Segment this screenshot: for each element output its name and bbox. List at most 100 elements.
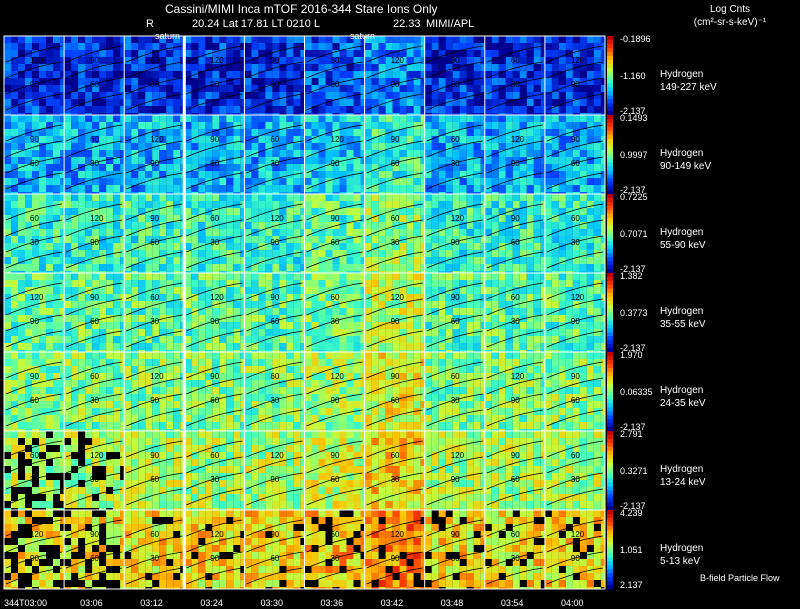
heatmap-cell — [332, 106, 340, 113]
heatmap-cell — [498, 229, 506, 236]
heatmap-cell — [519, 171, 527, 178]
heatmap-cell — [226, 36, 234, 43]
heatmap-cell — [25, 315, 32, 322]
heatmap-cell — [272, 194, 280, 201]
heatmap-cell — [226, 185, 234, 192]
heatmap-cell — [99, 171, 107, 178]
heatmap-cell — [565, 264, 573, 271]
heatmap-cell — [226, 322, 234, 329]
colorbar-segment — [607, 269, 613, 274]
heatmap-cell — [11, 380, 18, 387]
heatmap-cell — [540, 150, 545, 157]
heatmap-cell — [318, 236, 326, 243]
heatmap-cell — [4, 301, 11, 308]
heatmap-cell — [438, 57, 446, 64]
heatmap-cell — [173, 243, 181, 250]
heatmap-cell — [600, 215, 605, 222]
heatmap-cell — [244, 336, 252, 343]
heatmap-cell — [438, 178, 446, 185]
heatmap-cell — [300, 192, 305, 194]
heatmap-cell — [452, 271, 460, 273]
heatmap-cell — [452, 350, 460, 352]
heatmap-cell — [39, 308, 46, 315]
heatmap-cell — [378, 143, 386, 150]
heatmap-cell — [533, 194, 541, 201]
heatmap-cell — [25, 380, 32, 387]
heatmap-cell — [505, 250, 513, 257]
heatmap-cell — [85, 387, 93, 394]
heatmap-cell — [173, 113, 181, 115]
heatmap-cell — [304, 257, 312, 264]
heatmap-cell — [258, 308, 266, 315]
heatmap-cell — [198, 92, 206, 99]
heatmap-cell — [233, 243, 241, 250]
heatmap-cell — [304, 222, 312, 229]
heatmap-cell — [113, 408, 121, 415]
heatmap-cell — [378, 329, 386, 336]
heatmap-cell — [39, 222, 46, 229]
heatmap-cell — [64, 71, 72, 78]
heatmap-cell — [4, 201, 11, 208]
heatmap-cell — [544, 215, 552, 222]
heatmap-cell — [466, 243, 474, 250]
contour-line — [366, 172, 423, 190]
heatmap-cell — [565, 271, 573, 273]
heatmap-cell — [579, 178, 587, 185]
heatmap-cell — [85, 408, 93, 415]
heatmap-cell — [558, 178, 566, 185]
heatmap-cell — [131, 178, 139, 185]
heatmap-cell — [240, 92, 245, 99]
heatmap-cell — [452, 280, 460, 287]
colorbar-segment — [607, 340, 613, 345]
heatmap-cell — [526, 157, 534, 164]
heatmap-cell — [113, 422, 121, 429]
heatmap-cell — [424, 122, 432, 129]
heatmap-cell — [279, 43, 287, 50]
heatmap-cell — [205, 194, 213, 201]
heatmap-cell — [180, 308, 185, 315]
heatmap-cell — [272, 57, 280, 64]
heatmap-cell — [60, 387, 65, 394]
heatmap-cell — [473, 36, 481, 43]
heatmap-cell — [558, 115, 566, 122]
heatmap-cell — [540, 192, 545, 194]
heatmap-cell — [364, 350, 372, 352]
heatmap-cell — [205, 422, 213, 429]
heatmap-cell — [544, 236, 552, 243]
heatmap-cell — [600, 136, 605, 143]
heatmap-cell — [184, 201, 192, 208]
heatmap-cell — [71, 171, 79, 178]
contour-line — [186, 172, 243, 190]
heatmap-cell — [325, 201, 333, 208]
heatmap-cell — [558, 294, 566, 301]
heatmap-cell — [25, 122, 32, 129]
heatmap-cell — [124, 99, 132, 106]
heatmap-cell — [565, 336, 573, 343]
heatmap-cell — [124, 350, 132, 352]
heatmap-cell — [413, 85, 421, 92]
heatmap-cell — [378, 208, 386, 215]
heatmap-cell — [533, 336, 541, 343]
heatmap-cell — [25, 422, 32, 429]
heatmap-cell — [11, 64, 18, 71]
heatmap-cell — [258, 150, 266, 157]
heatmap-cell — [445, 308, 453, 315]
heatmap-cell — [78, 57, 86, 64]
heatmap-cell — [11, 236, 18, 243]
heatmap-cell — [339, 64, 347, 71]
heatmap-cell — [244, 64, 252, 71]
heatmap-cell — [64, 359, 72, 366]
heatmap-cell — [25, 192, 32, 194]
heatmap-cell — [484, 243, 492, 250]
heatmap-cell — [438, 64, 446, 71]
heatmap-cell — [131, 350, 139, 352]
heatmap-cell — [491, 36, 499, 43]
heatmap-cell — [39, 192, 46, 194]
heatmap-cell — [4, 401, 11, 408]
heatmap-cell — [385, 236, 393, 243]
heatmap-cell — [438, 43, 446, 50]
heatmap-cell — [131, 99, 139, 106]
heatmap-cell — [180, 394, 185, 401]
heatmap-cell — [131, 322, 139, 329]
heatmap-cell — [99, 422, 107, 429]
